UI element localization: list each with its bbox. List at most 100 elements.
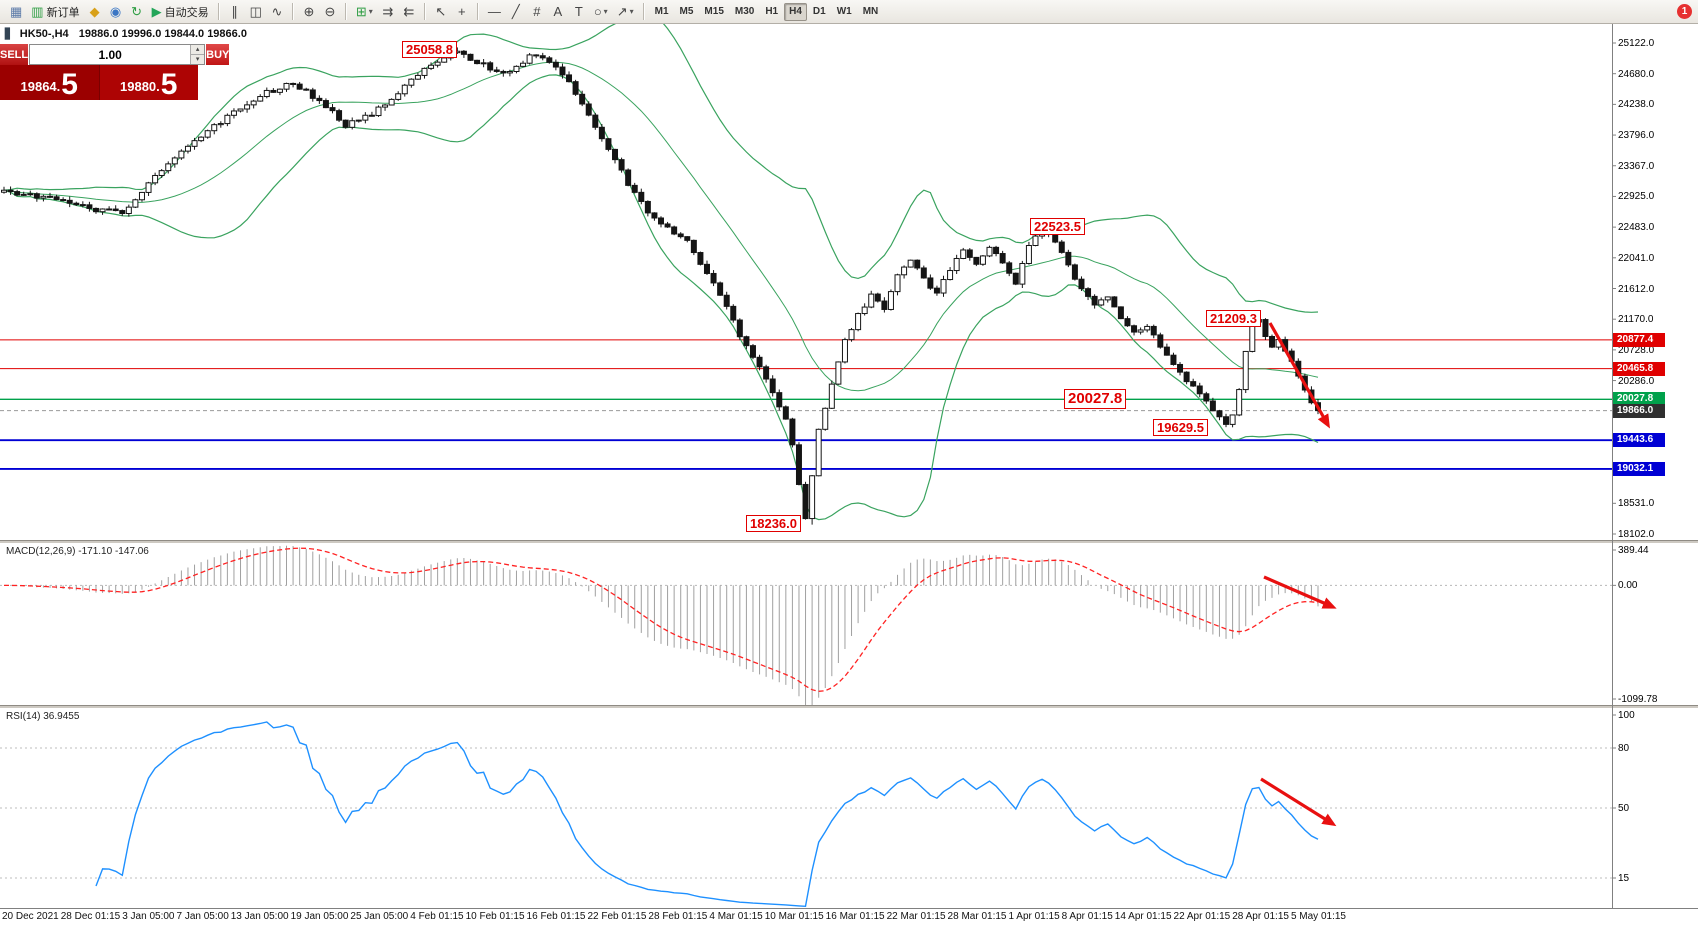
annotation-21209-3[interactable]: 21209.3	[1206, 310, 1261, 327]
zoom-out-icon: ⊖	[324, 4, 336, 19]
zoom-in-icon: ⊕	[303, 4, 315, 19]
text-label-button[interactable]: T	[569, 2, 589, 22]
rsi-down-arrow[interactable]	[1260, 777, 1337, 827]
timeframe-d1-button[interactable]: D1	[808, 3, 831, 21]
market-watch-icon: ◆	[89, 4, 100, 19]
time-axis-label: 4 Feb 01:15	[410, 911, 464, 922]
time-axis-label: 16 Mar 01:15	[825, 911, 885, 922]
market-watch-button[interactable]: ◆	[85, 2, 105, 22]
new-order-icon: ▥	[31, 4, 44, 19]
fibonacci-button[interactable]: #	[527, 2, 547, 22]
time-axis-label: 19 Jan 05:00	[290, 911, 349, 922]
price-down-arrow[interactable]	[1268, 322, 1330, 429]
horizontal-line-button[interactable]: —	[484, 2, 505, 22]
volume-down-button[interactable]: ▾	[191, 54, 205, 64]
bar-chart-button[interactable]: ∥	[225, 2, 245, 22]
timeframe-w1-button[interactable]: W1	[832, 3, 857, 21]
time-axis-label: 10 Mar 01:15	[764, 911, 824, 922]
crosshair-icon: +	[458, 4, 466, 19]
timeframe-h1-button[interactable]: H1	[760, 3, 783, 21]
indicators-button[interactable]: ⊞ ▾	[352, 2, 377, 22]
timeframe-m5-button[interactable]: M5	[675, 3, 699, 21]
zoom-out-button[interactable]: ⊖	[320, 2, 340, 22]
one-click-trading-panel: SELL ▴ ▾ BUY 19864.5 19880.5	[0, 44, 230, 100]
new-order-button[interactable]: ▥ 新订单	[27, 2, 83, 22]
buy-button[interactable]: BUY	[206, 44, 230, 65]
price-axis-label: 21612.0	[1618, 283, 1655, 295]
volume-up-button[interactable]: ▴	[191, 45, 205, 54]
toolbar-separator	[344, 3, 347, 20]
shapes-button[interactable]: ○ ▾	[590, 2, 612, 22]
cursor-button[interactable]: ↖	[431, 2, 451, 22]
time-axis-label: 4 Mar 01:15	[709, 911, 763, 922]
notification-badge[interactable]: 1	[1677, 4, 1692, 19]
timeframe-mn-button[interactable]: MN	[858, 3, 884, 21]
volume-control: ▴ ▾	[29, 44, 206, 65]
toolbar-separator	[291, 3, 294, 20]
sell-price-main: 19864.	[20, 79, 61, 94]
time-axis-label: 14 Apr 01:15	[1114, 911, 1172, 922]
crosshair-button[interactable]: +	[452, 2, 472, 22]
trendline-icon: ╱	[511, 4, 520, 19]
toolbar-separator	[423, 3, 426, 20]
annotation-19629-5[interactable]: 19629.5	[1153, 419, 1208, 436]
macd-axis-label: -1099.78	[1618, 694, 1658, 705]
time-axis-label: 28 Mar 01:15	[947, 911, 1007, 922]
time-axis-label: 5 May 01:15	[1290, 911, 1346, 922]
price-axis-label: 24238.0	[1618, 99, 1655, 111]
toolbar-separator	[476, 3, 479, 20]
navigator-button[interactable]: ◉	[106, 2, 126, 22]
symbol-period-label: HK50-,H4	[19, 28, 69, 40]
price-axis-label: 21170.0	[1618, 314, 1654, 326]
time-axis-label: 16 Feb 01:15	[526, 911, 586, 922]
auto-scroll-button[interactable]: ⇉	[378, 2, 398, 22]
autotrading-button[interactable]: ▶ 自动交易	[148, 2, 213, 22]
autotrading-label: 自动交易	[164, 6, 209, 19]
time-axis-label: 22 Apr 01:15	[1173, 911, 1231, 922]
text-label-icon: T	[574, 4, 583, 19]
chart-shift-button[interactable]: ⇇	[399, 2, 419, 22]
indicators-icon: ⊞	[355, 4, 367, 19]
time-axis[interactable]: 20 Dec 2021 28 Dec 01:15 3 Jan 05:00 7 Jan …	[2, 911, 1346, 922]
text-button[interactable]: A	[548, 2, 568, 22]
macd-axis-label: 389.44	[1618, 545, 1649, 556]
shapes-icon: ○	[593, 4, 602, 19]
top-toolbar: ▦ ▥ 新订单 ◆ ◉ ↻ ▶ 自动交易 ∥ ◫ ∿ ⊕ ⊖ ⊞ ▾ ⇉ ⇇ ↖ + — ╱ # A T ○ ▾ ↗ ▾ M1 M5 M15…	[0, 0, 1698, 24]
macd-down-arrow[interactable]	[1263, 575, 1337, 609]
time-axis-label: 28 Feb 01:15	[648, 911, 708, 922]
time-axis-label: 10 Feb 01:15	[465, 911, 525, 922]
timeframe-m15-button[interactable]: M15	[699, 3, 728, 21]
fibonacci-icon: #	[533, 4, 541, 19]
time-axis-label: 3 Jan 05:00	[122, 911, 175, 922]
time-axis-label: 20 Dec 2021	[2, 911, 59, 922]
candlestick-chart-button[interactable]: ◫	[246, 2, 266, 22]
buy-price-main: 19880.	[120, 79, 160, 94]
toolbar-separator	[642, 3, 645, 20]
annotation-22523-5[interactable]: 22523.5	[1030, 218, 1085, 235]
time-axis-label: 1 Apr 01:15	[1008, 911, 1060, 922]
timeframe-m1-button[interactable]: M1	[650, 3, 674, 21]
volume-input[interactable]	[30, 45, 191, 64]
sell-button[interactable]: SELL	[0, 44, 29, 65]
price-axis-label: 18531.0	[1618, 498, 1655, 510]
line-chart-button[interactable]: ∿	[267, 2, 287, 22]
annotation-25058-8[interactable]: 25058.8	[402, 41, 457, 58]
annotation-20027-8[interactable]: 20027.8	[1064, 389, 1127, 409]
trendline-button[interactable]: ╱	[506, 2, 526, 22]
annotation-18236-0[interactable]: 18236.0	[746, 515, 801, 532]
time-axis-label: 28 Dec 01:15	[60, 911, 121, 922]
arrow-tool-icon: ↗	[616, 4, 628, 19]
sell-price-button[interactable]: 19864. 5	[0, 65, 99, 100]
buy-price-button[interactable]: 19880. 5	[98, 65, 198, 100]
charts-window-button[interactable]: ▦	[6, 2, 26, 22]
timeframe-m30-button[interactable]: M30	[730, 3, 759, 21]
auto-scroll-icon: ⇉	[382, 4, 394, 19]
time-axis-label: 25 Jan 05:00	[350, 911, 409, 922]
arrow-tool-button[interactable]: ↗ ▾	[613, 2, 638, 22]
zoom-in-button[interactable]: ⊕	[299, 2, 319, 22]
timeframe-h4-button[interactable]: H4	[784, 2, 807, 21]
resistance-line-20877-tag: 20877.4	[1613, 332, 1665, 347]
refresh-button[interactable]: ↻	[127, 2, 147, 22]
